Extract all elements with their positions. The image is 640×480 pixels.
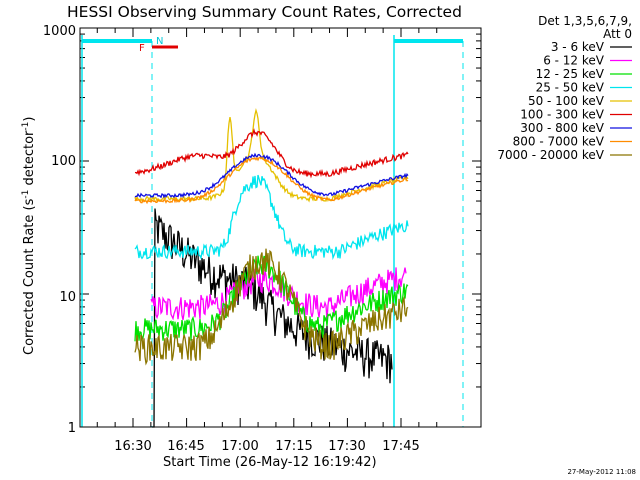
series-line <box>134 107 409 204</box>
legend-header-attenuator: Att 0 <box>603 27 632 41</box>
x-axis-label: Start Time (26-May-12 16:19:42) <box>163 455 377 470</box>
x-tick-1730: 17:30 <box>328 439 365 454</box>
x-tick-1630: 16:30 <box>114 439 151 454</box>
legend-label: 6 - 12 keV <box>543 54 605 68</box>
flag-n-label: N <box>156 36 163 47</box>
series-line <box>152 208 393 428</box>
plot-area <box>80 28 481 428</box>
y-tick-1000: 1000 <box>43 24 76 39</box>
legend-label: 800 - 7000 keV <box>513 135 605 149</box>
series-line <box>134 248 409 366</box>
footer-date: 27-May-2012 11:08 <box>567 468 636 476</box>
legend-label: 25 - 50 keV <box>536 81 605 95</box>
x-axis: 16:30 16:45 17:00 17:15 17:30 17:45 <box>114 439 419 454</box>
chart-title: HESSI Observing Summary Count Rates, Cor… <box>67 3 462 21</box>
flag-f-label: F <box>139 43 145 54</box>
series-line <box>134 174 409 261</box>
legend-label: 3 - 6 keV <box>551 40 605 54</box>
series-line <box>134 156 409 205</box>
plot-frame <box>79 27 482 428</box>
y-axis: 1000 100 10 1 <box>43 24 76 436</box>
series-line <box>134 128 409 179</box>
y-tick-1: 1 <box>68 421 76 436</box>
legend-label: 7000 - 20000 keV <box>497 148 604 162</box>
legend-label: 12 - 25 keV <box>536 67 605 81</box>
y-tick-10: 10 <box>59 290 76 305</box>
legend-label: 50 - 100 keV <box>528 94 605 108</box>
legend-label: 300 - 800 keV <box>520 121 604 135</box>
series-line <box>134 255 409 342</box>
series-line <box>134 152 409 199</box>
x-tick-1715: 17:15 <box>275 439 312 454</box>
legend-header-detectors: Det 1,3,5,6,7,9, <box>538 14 632 28</box>
x-tick-1745: 17:45 <box>382 439 419 454</box>
y-tick-100: 100 <box>51 154 76 169</box>
x-tick-1700: 17:00 <box>221 439 258 454</box>
series-line <box>150 267 407 321</box>
y-axis-label: Corrected Count Rate (s-1 detector-1) <box>21 117 37 355</box>
x-tick-1645: 16:45 <box>167 439 204 454</box>
legend-label: 100 - 300 keV <box>520 108 604 122</box>
